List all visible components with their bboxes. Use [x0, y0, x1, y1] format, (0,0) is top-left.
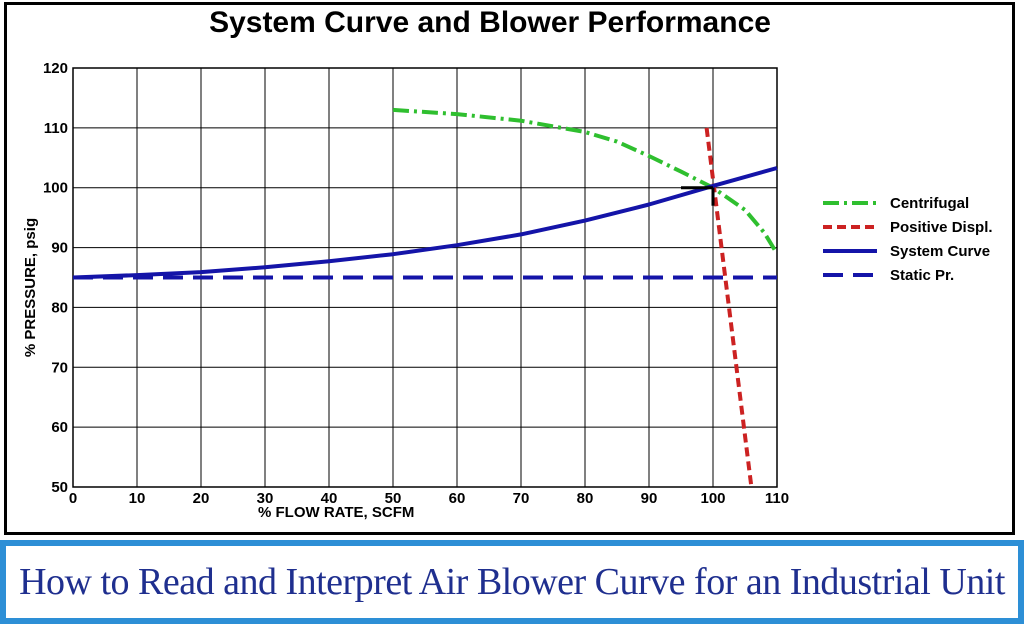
caption-banner-inner: How to Read and Interpret Air Blower Cur…: [6, 546, 1018, 618]
y-tick-label: 70: [51, 359, 68, 376]
grid: [72, 67, 778, 488]
x-tick-label: 80: [577, 490, 594, 507]
series-line-system-curve: [72, 166, 778, 280]
legend-label: System Curve: [890, 243, 990, 260]
operating-point-marker: [681, 186, 715, 206]
y-axis-label: % PRESSURE, psig: [22, 218, 39, 357]
x-tick-label: 30: [257, 490, 274, 507]
x-tick-label: 100: [700, 490, 725, 507]
y-tick-label: 120: [43, 60, 68, 77]
x-tick-label: 20: [193, 490, 210, 507]
series-line-centrifugal: [392, 107, 779, 255]
chart-frame: [4, 2, 1015, 535]
series-lines: [72, 107, 779, 488]
caption-text: How to Read and Interpret Air Blower Cur…: [19, 561, 1005, 603]
y-tick-label: 110: [44, 120, 68, 137]
x-tick-label: 0: [69, 490, 77, 507]
x-tick-label: 90: [641, 490, 658, 507]
legend: Centrifugal Positive Displ. System Curve St…: [823, 195, 993, 284]
x-tick-label: 50: [385, 490, 402, 507]
chart-title: System Curve and Blower Performance: [209, 6, 771, 39]
y-tick-label: 50: [51, 479, 68, 496]
x-tick-label: 60: [449, 490, 466, 507]
x-tick-label: 10: [129, 490, 146, 507]
x-tick-label: 40: [321, 490, 338, 507]
y-tick-label: 60: [51, 419, 68, 436]
legend-label: Centrifugal: [890, 195, 969, 212]
caption-banner: How to Read and Interpret Air Blower Cur…: [0, 540, 1024, 624]
x-tick-label: 70: [513, 490, 530, 507]
tick-labels: 0 10 20 30 40 50 60 70 80 90 100 110 50 60 70 80 90 100 11…: [43, 60, 789, 507]
x-axis-label: % FLOW RATE, SCFM: [258, 504, 414, 521]
legend-label: Static Pr.: [890, 267, 954, 284]
y-tick-label: 100: [43, 180, 68, 197]
legend-label: Positive Displ.: [890, 219, 993, 236]
y-tick-label: 90: [51, 240, 68, 257]
x-tick-label: 110: [765, 490, 789, 507]
chart-plot: 0 10 20 30 40 50 60 70 80 90 100 110 50 60 70 80 90 100 11…: [22, 60, 993, 521]
y-tick-label: 80: [51, 299, 68, 316]
